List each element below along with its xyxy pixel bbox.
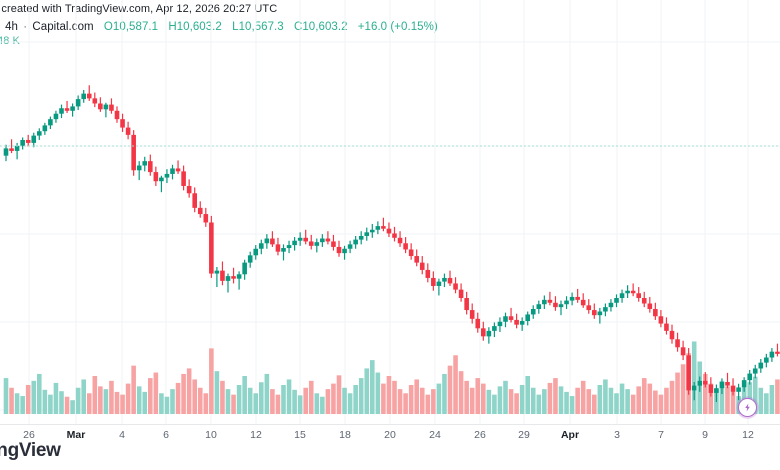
time-axis-label: Apr [560, 429, 580, 441]
low-value: 10,567.3 [238, 21, 284, 33]
change-value: +16.0 (+0.15%) [357, 21, 438, 33]
time-axis-label: 10 [205, 429, 217, 441]
volume-bars [3, 341, 780, 414]
data-source-label[interactable]: Capital.com [32, 21, 94, 33]
time-axis-label: 12 [742, 429, 754, 441]
price-plot-area[interactable] [0, 0, 780, 424]
time-axis-label: 15 [294, 429, 306, 441]
low-label: L [232, 21, 239, 33]
legend-separator-2: · [23, 21, 28, 33]
open-label: O [103, 21, 113, 33]
time-axis-label: 9 [702, 429, 708, 441]
grid-lines [0, 0, 780, 424]
lightning-bolt-icon[interactable] [738, 398, 757, 417]
time-axis[interactable]: 26 Mar 4 6 10 12 15 18 20 24 26 29 Apr 3 7 9 12 [0, 424, 780, 447]
time-axis-label: 26 [23, 429, 35, 441]
time-axis-label: 29 [518, 429, 530, 441]
time-axis-label: Mar [66, 429, 86, 441]
time-axis-label: 12 [250, 429, 262, 441]
time-axis-label: 3 [614, 429, 620, 441]
time-axis-label: 26 [474, 429, 486, 441]
interval-label[interactable]: 4h [5, 21, 18, 33]
volume-indicator-legend: 6.48 K [0, 35, 20, 47]
time-axis-label: 24 [429, 429, 441, 441]
candlesticks [3, 85, 780, 403]
chart-legend: dex · 4h · Capital.com O10,587.1 H10,603… [0, 21, 438, 33]
time-axis-label: 20 [384, 429, 396, 441]
close-value: 10,603.2 [302, 21, 348, 33]
time-axis-label: 4 [119, 429, 125, 441]
open-value: 10,587.1 [112, 21, 159, 33]
chart-created-caption: n created with TradingView.com, Apr 12, … [0, 3, 278, 15]
close-label: C [294, 21, 303, 33]
tradingview-watermark: dingView [0, 440, 61, 461]
time-axis-label: 18 [339, 429, 351, 441]
time-axis-label: 7 [658, 429, 664, 441]
time-axis-label: 6 [163, 429, 169, 441]
high-label: H [168, 21, 177, 33]
